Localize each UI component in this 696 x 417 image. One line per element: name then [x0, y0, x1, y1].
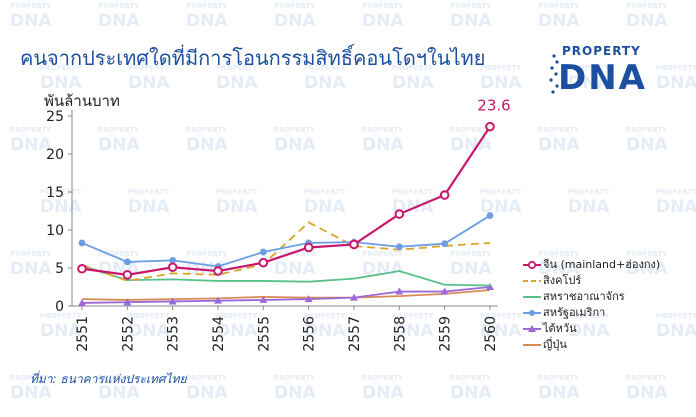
- legend-item: ญี่ปุ่น: [523, 337, 660, 353]
- legend-swatch-icon: [523, 325, 541, 332]
- legend-item: สหราชอาณาจักร: [523, 289, 660, 305]
- legend-label: สหรัฐอเมริกา: [543, 306, 606, 319]
- y-tick-label: 20: [46, 147, 64, 163]
- legend-swatch-icon: [523, 260, 541, 270]
- x-tick-label: 2555: [256, 316, 272, 352]
- data-point: [486, 212, 494, 219]
- series-line: [81, 126, 491, 276]
- legend-label: จีน (mainland+ฮ่องกง): [543, 258, 661, 271]
- source-note: ที่มา: ธนาคารแห่งประเทศไทย: [30, 372, 187, 386]
- chart-labels: 0 5 10 15 20 25พันล้านบาท 2551 2552 2553 2554 2555…: [44, 92, 511, 352]
- legend-label: ไต้หวัน: [543, 322, 577, 335]
- legend-label: ญี่ปุ่น: [543, 338, 567, 351]
- x-tick-label: 2558: [392, 316, 408, 352]
- series-line: [81, 264, 491, 287]
- data-point: [303, 242, 314, 253]
- series-line: [81, 289, 491, 301]
- data-point: [440, 287, 449, 295]
- y-tick-label: 15: [46, 185, 64, 201]
- data-point: [78, 298, 86, 306]
- x-tick-label: 2554: [211, 316, 227, 352]
- data-point: [441, 240, 449, 248]
- legend-swatch-icon: [523, 310, 541, 316]
- y-tick-label: 0: [55, 299, 64, 315]
- logo-dots-icon: [549, 54, 559, 94]
- y-axis-label: พันล้านบาท: [44, 92, 120, 110]
- legend-label: สหราชอาณาจักร: [543, 290, 625, 303]
- data-point: [439, 190, 450, 200]
- data-point: [485, 121, 495, 132]
- legend-item: สิงคโปร์: [523, 273, 660, 289]
- series-lines: [77, 121, 495, 306]
- legend-swatch-icon: [523, 344, 541, 346]
- legend-marker: [527, 260, 537, 270]
- data-point: [350, 293, 358, 301]
- chart-title: คนจากประเทศใดที่มีการโอนกรรมสิทธิ์คอนโดฯ…: [20, 46, 486, 70]
- x-tick-label: 2556: [302, 316, 318, 352]
- data-point: [304, 295, 313, 303]
- data-point: [78, 239, 86, 247]
- data-point: [395, 243, 403, 251]
- legend-item: ไต้หวัน: [523, 321, 660, 337]
- data-point: [259, 248, 267, 256]
- data-point: [169, 257, 177, 264]
- data-point: [349, 239, 359, 250]
- series-line: [81, 221, 491, 282]
- x-tick-label: 2559: [438, 316, 454, 352]
- legend: จีน (mainland+ฮ่องกง) สิงคโปร์สหราชอาณาจั…: [523, 257, 660, 353]
- legend-swatch-icon: [523, 296, 541, 298]
- x-tick-label: 2560: [483, 316, 499, 352]
- y-tick-label: 25: [46, 109, 64, 125]
- legend-marker: [528, 325, 536, 332]
- legend-label: สิงคโปร์: [543, 274, 582, 287]
- data-point: [167, 262, 178, 273]
- data-point: [259, 295, 268, 303]
- y-tick-label: 10: [46, 223, 64, 239]
- property-dna-logo: PROPERTY DNA: [548, 44, 660, 104]
- legend-item: จีน (mainland+ฮ่องกง): [523, 257, 660, 273]
- data-point: [214, 296, 222, 304]
- logo-big-text: DNA: [558, 58, 647, 98]
- x-tick-label: 2553: [166, 316, 182, 352]
- axes: [68, 110, 498, 310]
- x-tick-label: 2552: [120, 316, 136, 352]
- data-point: [77, 263, 87, 274]
- legend-marker: [529, 310, 535, 316]
- data-point: [486, 283, 494, 290]
- data-label: 23.6: [477, 97, 510, 115]
- series-line: [81, 286, 491, 304]
- data-point: [122, 270, 133, 280]
- y-tick-label: 5: [55, 261, 64, 277]
- data-point: [123, 258, 131, 266]
- data-point: [168, 297, 177, 305]
- series-line: [81, 214, 491, 268]
- x-tick-label: 2557: [347, 316, 363, 352]
- logo-small-text: PROPERTY: [562, 44, 641, 58]
- data-point: [394, 209, 405, 219]
- x-tick-label: 2551: [75, 316, 91, 352]
- legend-item: สหรัฐอเมริกา: [523, 305, 660, 321]
- data-point: [258, 257, 269, 268]
- data-point: [213, 266, 223, 276]
- legend-swatch-icon: [523, 280, 541, 282]
- data-point: [395, 287, 404, 295]
- data-point: [123, 298, 132, 306]
